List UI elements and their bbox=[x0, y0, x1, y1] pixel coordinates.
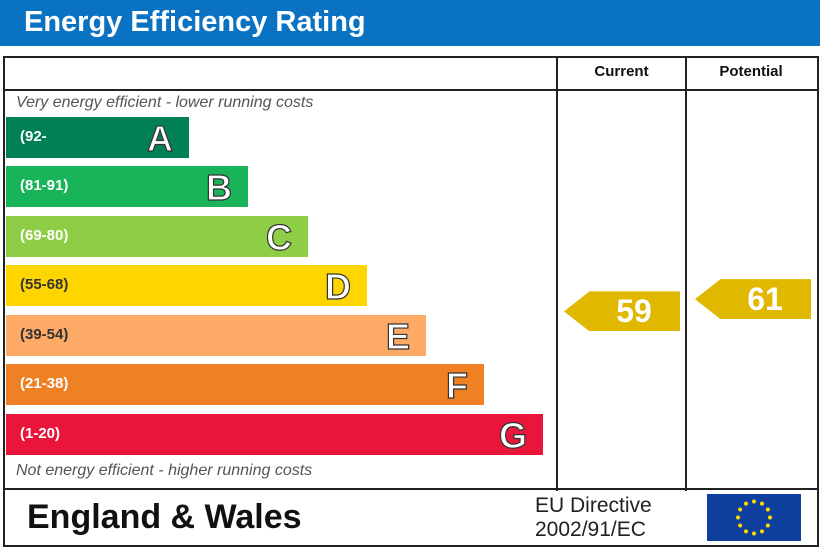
bar-letter: G bbox=[498, 414, 527, 456]
star-icon bbox=[738, 523, 743, 528]
star-icon bbox=[760, 501, 764, 506]
bar-letter: A bbox=[146, 117, 173, 159]
star-icon bbox=[744, 501, 748, 506]
rating-bar-c: (69-80) C bbox=[6, 216, 308, 259]
star-icon bbox=[765, 507, 770, 512]
directive-line1: EU Directive bbox=[535, 494, 652, 517]
potential-rating-value: 61 bbox=[747, 281, 783, 318]
current-column-header: Current bbox=[594, 63, 649, 80]
bar-range-label: (21-38) bbox=[20, 375, 69, 392]
footer-divider bbox=[3, 488, 817, 490]
bar-range-label: (81-91) bbox=[20, 177, 69, 194]
bar-letter: E bbox=[385, 315, 410, 357]
rating-bar-g: (1-20) G bbox=[6, 414, 543, 457]
star-icon bbox=[736, 515, 740, 520]
title-bar: Energy Efficiency Rating bbox=[0, 0, 820, 46]
star-icon bbox=[752, 531, 756, 536]
bar-letter: F bbox=[445, 364, 468, 406]
eu-directive: EU Directive 2002/91/EC bbox=[535, 494, 652, 542]
rating-bar-d: (55-68) D bbox=[6, 265, 367, 308]
bottom-note: Not energy efficient - higher running co… bbox=[16, 462, 313, 479]
rating-bar-f: (21-38) F bbox=[6, 364, 484, 407]
bar-range-label: (1-20) bbox=[20, 425, 61, 442]
bar-range-label: (39-54) bbox=[20, 326, 69, 343]
directive-line2: 2002/91/EC bbox=[535, 518, 646, 541]
rating-table bbox=[3, 56, 819, 547]
header-divider bbox=[3, 89, 817, 91]
star-icon bbox=[765, 523, 770, 528]
star-icon bbox=[760, 529, 764, 534]
rating-bar-b: (81-91) B bbox=[6, 166, 248, 209]
region-label: England & Wales bbox=[27, 498, 302, 536]
potential-rating-arrow: 61 bbox=[695, 279, 811, 320]
star-icon bbox=[752, 499, 756, 504]
chart-title: Energy Efficiency Rating bbox=[24, 6, 366, 38]
bar-range-label: (92- bbox=[20, 128, 47, 145]
bar-letter: B bbox=[205, 166, 232, 208]
star-icon bbox=[768, 515, 772, 520]
column-divider bbox=[556, 56, 558, 491]
bar-letter: C bbox=[265, 216, 292, 258]
star-icon bbox=[744, 529, 748, 534]
bar-letter: D bbox=[324, 265, 351, 307]
rating-bar-a: (92- A bbox=[6, 117, 189, 160]
bar-range-label: (69-80) bbox=[20, 227, 69, 244]
current-rating-value: 59 bbox=[616, 293, 652, 330]
top-note: Very energy efficient - lower running co… bbox=[16, 94, 314, 111]
rating-bar-e: (39-54) E bbox=[6, 315, 426, 358]
star-icon bbox=[738, 507, 743, 512]
potential-column-header: Potential bbox=[719, 63, 783, 80]
column-divider bbox=[685, 56, 687, 491]
current-rating-arrow: 59 bbox=[564, 291, 680, 332]
bar-range-label: (55-68) bbox=[20, 276, 69, 293]
eu-flag-icon bbox=[707, 494, 801, 541]
